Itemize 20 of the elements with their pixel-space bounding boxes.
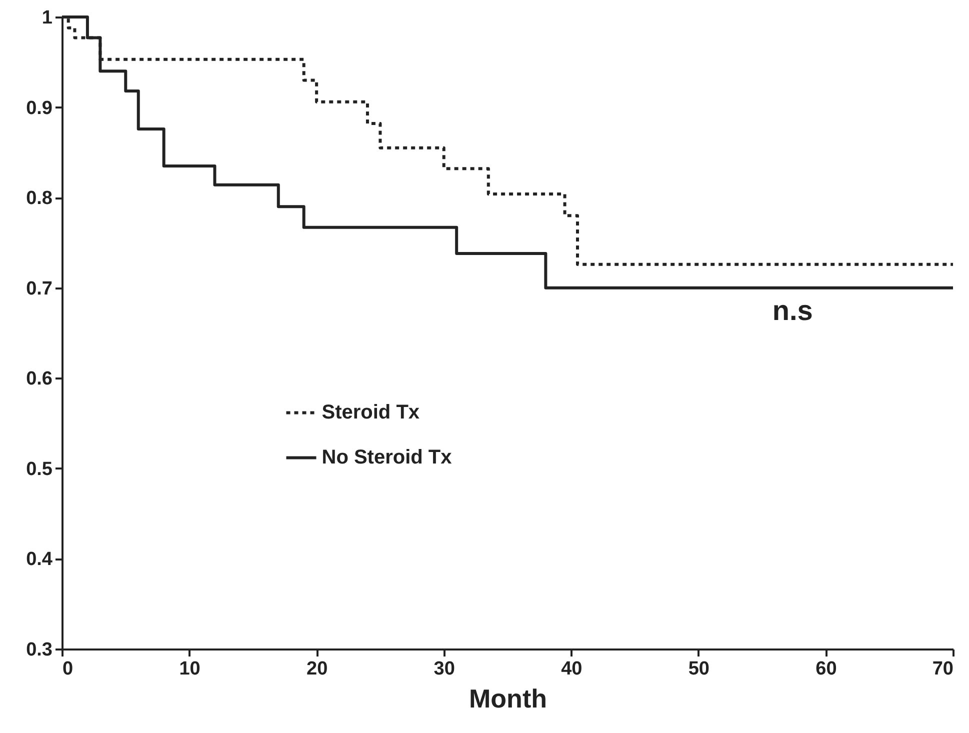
x-tick-label: 30 — [434, 658, 455, 680]
x-tick-label: 40 — [561, 658, 582, 680]
annotation: n.s — [772, 295, 813, 326]
y-tick-label: 0.8 — [26, 188, 52, 210]
y-tick-label: 0.4 — [26, 549, 53, 570]
legend-label: Steroid Tx — [322, 402, 420, 424]
x-tick-label: 60 — [816, 658, 837, 680]
y-tick-label: 0.3 — [26, 640, 52, 660]
y-tick-label: 0.9 — [26, 98, 52, 119]
x-tick-label: 50 — [688, 658, 710, 680]
x-tick-label: 10 — [179, 658, 200, 680]
x-tick-label: 70 — [932, 658, 954, 680]
y-tick-label: 0.7 — [26, 278, 52, 300]
legend-label: No Steroid Tx — [322, 446, 452, 469]
x-tick-label: 20 — [306, 658, 328, 680]
x-axis-title: Month — [469, 684, 547, 714]
y-tick-label: 0.5 — [26, 458, 53, 480]
x-tick-label: 0 — [62, 658, 74, 680]
y-tick-label: 1 — [42, 8, 53, 28]
y-tick-label: 0.6 — [26, 368, 52, 390]
